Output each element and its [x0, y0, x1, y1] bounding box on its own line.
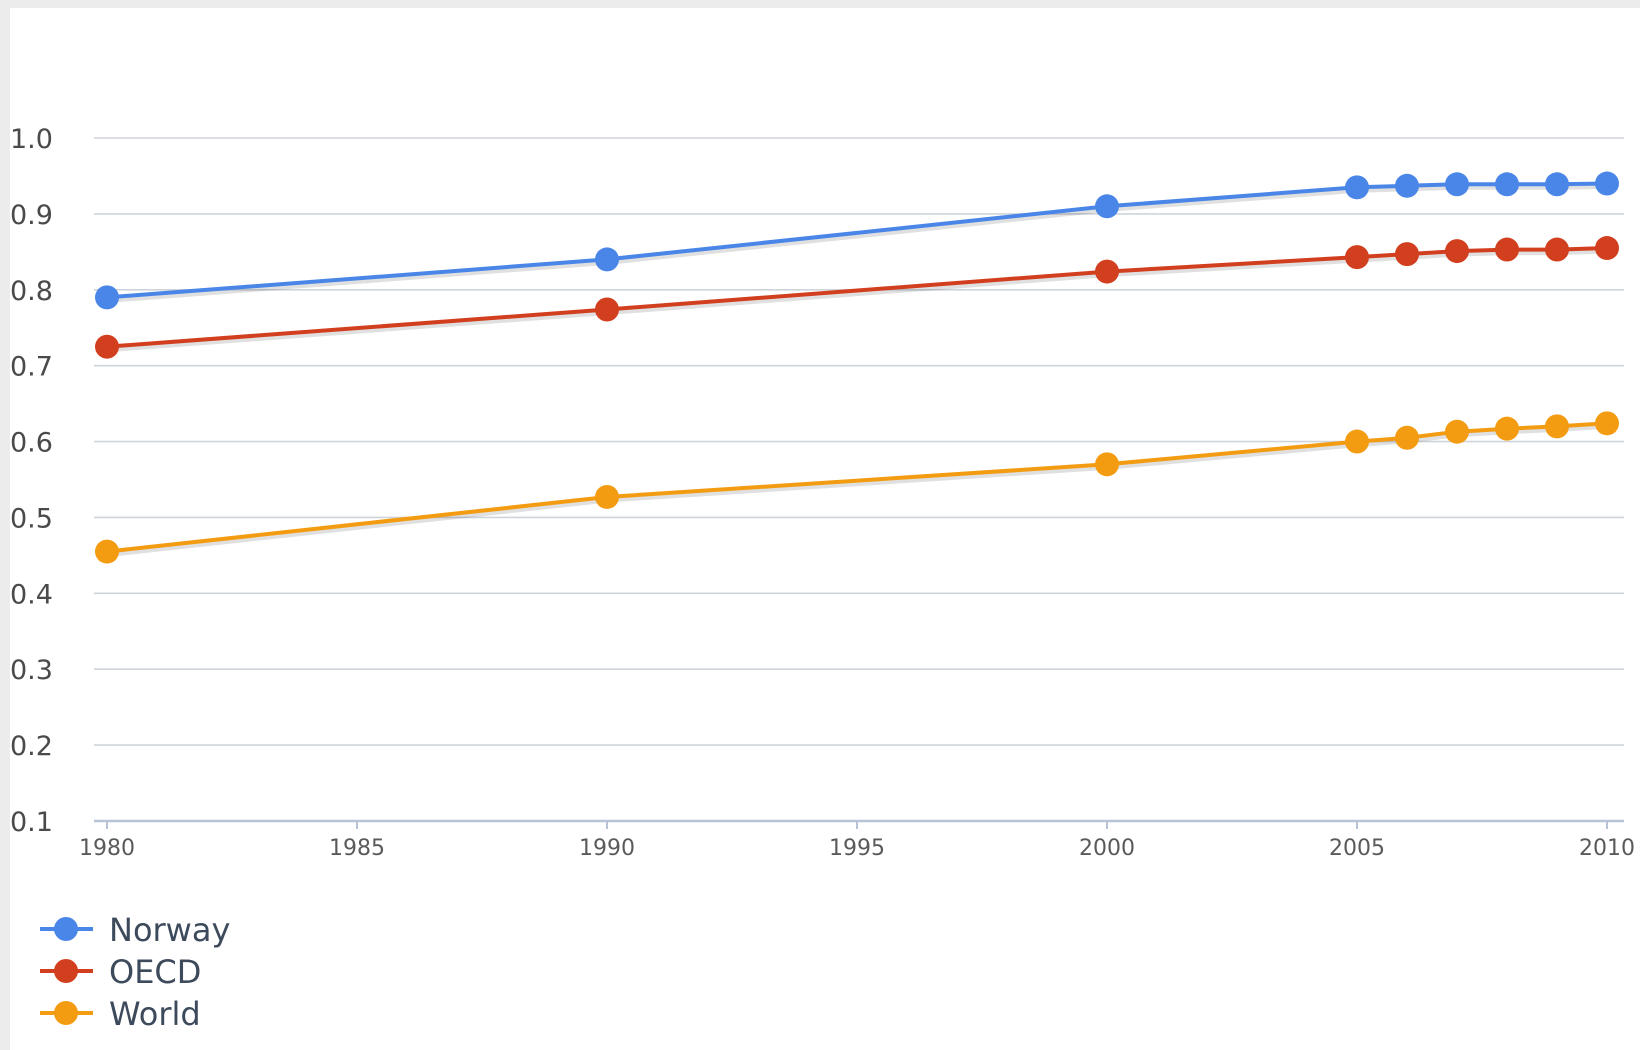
data-point-world[interactable] [1345, 429, 1369, 454]
data-point-norway[interactable] [1345, 175, 1369, 200]
y-tick-label: 0.3 [10, 655, 53, 686]
legend: Norway OECD World [40, 911, 230, 1033]
y-tick-label: 0.8 [10, 276, 53, 307]
data-point-world[interactable] [1095, 452, 1119, 477]
series-line-norway [106, 181, 1608, 300]
series-shadow-oecd [107, 248, 1609, 353]
y-tick-label: 0.5 [10, 503, 53, 534]
y-tick-label: 0.7 [10, 352, 53, 383]
y-axis: 0.1 0.2 0.3 0.4 0.5 0.6 0.7 0.8 0.9 1.0 [10, 124, 53, 838]
data-point-oecd[interactable] [1495, 237, 1519, 262]
data-point-oecd[interactable] [595, 297, 619, 322]
y-tick-label: 1.0 [10, 124, 53, 155]
data-point-norway[interactable] [95, 285, 119, 310]
data-point-norway[interactable] [1095, 194, 1119, 219]
data-point-oecd[interactable] [1345, 245, 1369, 270]
data-point-oecd[interactable] [1545, 237, 1569, 262]
data-point-oecd[interactable] [1445, 239, 1469, 264]
series-shadow-norway [107, 184, 1609, 303]
legend-item-world[interactable]: World [40, 995, 201, 1033]
data-point-world[interactable] [1545, 414, 1569, 439]
data-point-oecd[interactable] [1595, 236, 1619, 261]
data-point-oecd[interactable] [1395, 242, 1419, 267]
data-point-norway[interactable] [1495, 172, 1519, 197]
legend-marker-norway [54, 917, 78, 941]
legend-label-norway: Norway [109, 911, 230, 949]
series-line-oecd [106, 246, 1608, 349]
y-tick-label: 0.1 [10, 807, 53, 838]
data-point-world[interactable] [1445, 419, 1469, 444]
x-tick-label: 2005 [1329, 836, 1385, 861]
gridlines [94, 137, 1624, 823]
data-point-norway[interactable] [1545, 172, 1569, 197]
chart-card [10, 8, 1640, 1050]
legend-marker-oecd [54, 959, 78, 983]
x-tick-label: 1980 [79, 836, 135, 861]
data-point-world[interactable] [1595, 411, 1619, 436]
x-tick-label: 1990 [579, 836, 635, 861]
data-point-world[interactable] [595, 484, 619, 509]
series-shadow-world [107, 423, 1609, 558]
legend-item-norway[interactable]: Norway [40, 911, 230, 949]
data-point-world[interactable] [1395, 425, 1419, 450]
x-axis: 1980 1985 1990 1995 2000 2005 2010 [79, 821, 1635, 861]
legend-marker-world [54, 1001, 78, 1025]
data-point-norway[interactable] [595, 247, 619, 272]
x-tick-label: 1985 [329, 836, 385, 861]
data-point-world[interactable] [1495, 416, 1519, 441]
data-point-oecd[interactable] [95, 334, 119, 359]
y-tick-label: 0.4 [10, 579, 53, 610]
x-tick-label: 2000 [1079, 836, 1135, 861]
y-tick-label: 0.6 [10, 428, 53, 459]
legend-label-world: World [109, 995, 201, 1033]
data-point-oecd[interactable] [1095, 259, 1119, 284]
y-tick-label: 0.9 [10, 200, 53, 231]
y-tick-label: 0.2 [10, 731, 53, 762]
x-tick-label: 1995 [829, 836, 885, 861]
data-point-norway[interactable] [1595, 171, 1619, 196]
legend-label-oecd: OECD [109, 953, 201, 991]
data-point-world[interactable] [95, 539, 119, 564]
data-point-norway[interactable] [1445, 172, 1469, 197]
legend-item-oecd[interactable]: OECD [40, 953, 201, 991]
x-tick-label: 2010 [1579, 836, 1635, 861]
series-lines [95, 171, 1619, 564]
data-point-norway[interactable] [1395, 173, 1419, 198]
